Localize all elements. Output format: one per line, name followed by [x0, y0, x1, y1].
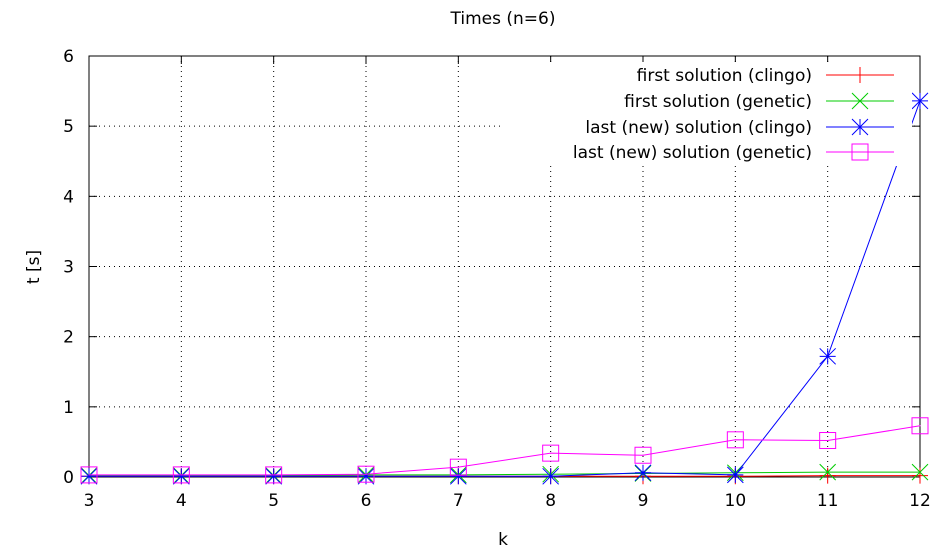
y-axis-label: t [s] — [24, 250, 44, 284]
x-axis-label: k — [498, 530, 508, 550]
data-point — [911, 463, 929, 481]
x-tick-label: 10 — [725, 491, 747, 511]
legend-marker — [851, 118, 869, 136]
data-point — [634, 464, 652, 482]
x-tick-label: 9 — [638, 491, 649, 511]
y-tick-label: 6 — [63, 47, 74, 67]
x-tick-label: 11 — [817, 491, 839, 511]
x-tick-label: 12 — [909, 491, 931, 511]
data-point — [265, 466, 283, 484]
data-point — [172, 466, 190, 484]
x-tick-label: 3 — [84, 491, 95, 511]
data-point — [172, 467, 190, 485]
data-point — [634, 446, 652, 464]
legend-label: first solution (clingo) — [637, 66, 812, 86]
data-point — [357, 467, 375, 485]
legend-label: last (new) solution (genetic) — [573, 143, 812, 163]
data-point — [726, 431, 744, 449]
data-point — [911, 417, 929, 435]
x-tick-label: 8 — [545, 491, 556, 511]
series-layer — [80, 92, 929, 485]
legend-marker — [852, 67, 868, 83]
y-tick-label: 5 — [63, 117, 74, 137]
legend-background — [500, 62, 912, 166]
data-point — [726, 466, 744, 484]
x-tick-label: 5 — [268, 491, 279, 511]
y-tick-label: 3 — [63, 258, 74, 278]
data-point — [80, 467, 98, 485]
legend-marker — [851, 143, 869, 161]
data-point — [449, 458, 467, 476]
data-point — [819, 467, 836, 484]
x-tick-label: 6 — [361, 491, 372, 511]
legend-label: last (new) solution (clingo) — [585, 118, 812, 138]
legend: first solution (clingo) first solution (g… — [500, 62, 912, 166]
data-point — [912, 467, 928, 484]
series-line-3 — [89, 100, 921, 477]
data-point — [449, 467, 467, 485]
series-line-2 — [89, 471, 920, 477]
y-tick-label: 4 — [63, 187, 74, 207]
data-point — [357, 465, 375, 483]
y-tick-label: 2 — [63, 328, 74, 348]
legend-marker — [851, 92, 869, 110]
x-tick-label: 4 — [176, 491, 187, 511]
y-tick-label: 1 — [63, 398, 74, 418]
data-point — [819, 347, 837, 365]
data-point — [542, 444, 560, 462]
series-line-4 — [89, 425, 921, 476]
legend-label: first solution (genetic) — [624, 92, 812, 112]
y-tick-label: 0 — [63, 468, 74, 488]
data-point — [819, 463, 837, 481]
chart-title: Times (n=6) — [450, 9, 556, 29]
y-axis: 0 1 2 3 4 5 6 — [63, 47, 920, 488]
data-point — [265, 467, 283, 485]
data-point — [911, 92, 929, 110]
data-point — [819, 432, 837, 450]
data-point — [542, 467, 560, 485]
data-point — [80, 466, 98, 484]
x-tick-label: 7 — [453, 491, 464, 511]
